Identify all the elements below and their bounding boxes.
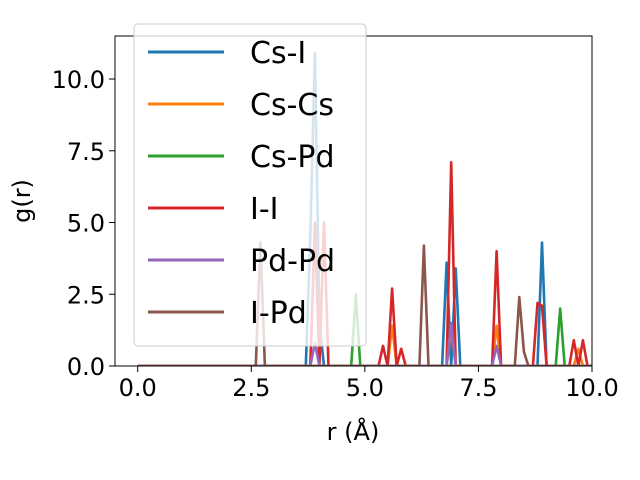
series-line-cs-cs — [137, 324, 592, 366]
legend-label: Cs-Pd — [250, 140, 335, 175]
y-tick-label: 0.0 — [67, 353, 105, 381]
legend-label: Cs-Cs — [250, 88, 334, 123]
x-tick-label: 2.5 — [232, 374, 270, 402]
x-tick-label: 0.0 — [119, 374, 157, 402]
series-line-cs-pd — [137, 293, 592, 366]
y-axis: 0.0 2.5 5.0 7.5 10.0 — [52, 66, 115, 381]
x-tick-label: 7.5 — [459, 374, 497, 402]
y-tick-label: 2.5 — [67, 281, 105, 309]
legend-label: I-Pd — [250, 296, 307, 331]
legend-label: Cs-I — [250, 36, 306, 71]
y-tick-label: 5.0 — [67, 210, 105, 238]
x-tick-label: 5.0 — [346, 374, 384, 402]
y-axis-label: g(r) — [8, 179, 36, 223]
y-tick-label: 10.0 — [52, 66, 105, 94]
legend-label: Pd-Pd — [250, 244, 335, 279]
legend-label: I-I — [250, 192, 279, 227]
x-axis-label: r (Å) — [327, 417, 380, 446]
legend: Cs-I Cs-Cs Cs-Pd I-I Pd-Pd I-Pd — [133, 23, 367, 347]
series-line-pd-pd — [137, 321, 592, 366]
x-tick-label: 10.0 — [565, 374, 618, 402]
x-axis: 0.0 2.5 5.0 7.5 10.0 — [119, 366, 619, 402]
y-tick-label: 7.5 — [67, 138, 105, 166]
